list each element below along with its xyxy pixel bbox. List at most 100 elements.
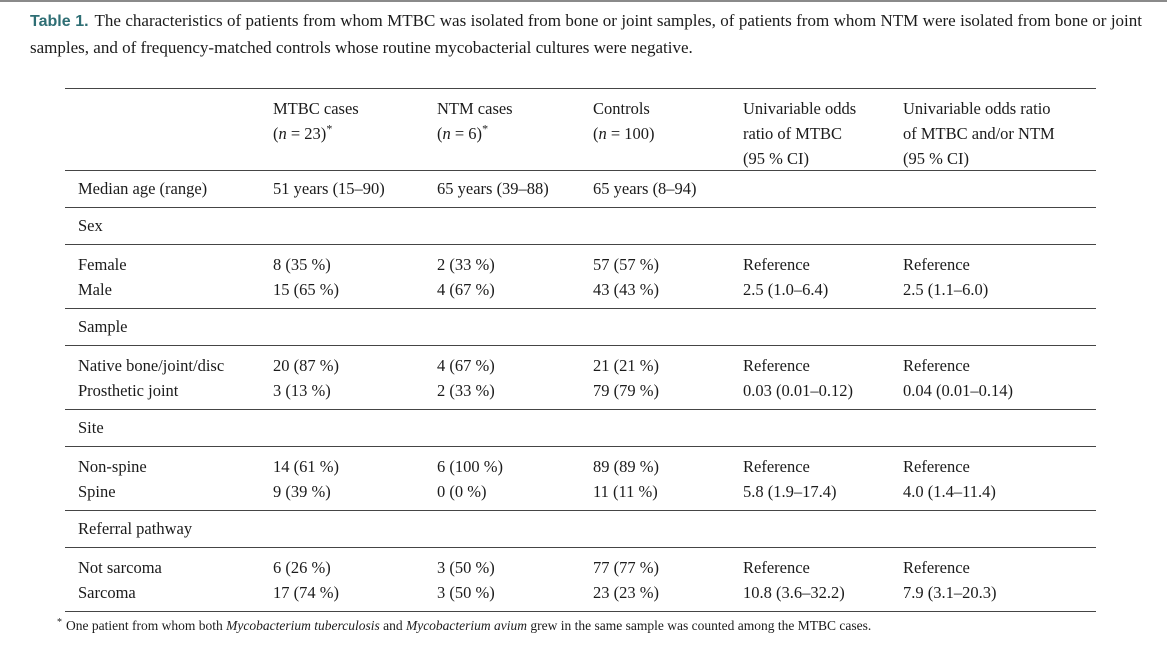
- table-cell: [743, 171, 903, 207]
- table-cell: 4 (67 %): [437, 280, 495, 299]
- header-line: MTBC cases: [273, 99, 359, 118]
- table-cell: 77 (77 %): [593, 558, 659, 577]
- row-label: Median age (range): [78, 179, 208, 198]
- header-cell-ntm-cases: NTM cases (n = 6)*: [437, 96, 593, 170]
- footnote-species-avium: Mycobacterium avium: [405, 618, 528, 633]
- table-cell-col: 14 (61 %) 9 (39 %): [273, 454, 437, 510]
- table-header-row: MTBC cases (n = 23)* NTM cases (n = 6)* …: [65, 88, 1096, 170]
- table-footnote: * One patient from whom both Mycobacteriu…: [57, 617, 1137, 635]
- table-cell-col: Reference 0.03 (0.01–0.12): [743, 353, 903, 409]
- section-title: Site: [78, 418, 104, 437]
- table-cell: 2 (33 %): [437, 255, 495, 274]
- row-label: Not sarcoma: [78, 558, 162, 577]
- table-cell: Reference: [743, 558, 810, 577]
- table-cell: 14 (61 %): [273, 457, 339, 476]
- header-line: ratio of MTBC: [743, 124, 842, 143]
- header-line: Controls: [593, 99, 650, 118]
- table-cell-col: 89 (89 %) 11 (11 %): [593, 454, 743, 510]
- table-cell-col: Reference 7.9 (3.1–20.3): [903, 555, 1096, 611]
- table-cell-col: 4 (67 %) 2 (33 %): [437, 353, 593, 409]
- table-cell: Reference: [903, 356, 970, 375]
- table-cell: Reference: [903, 457, 970, 476]
- table-cell-col: 3 (50 %) 3 (50 %): [437, 555, 593, 611]
- table-cell: Reference: [903, 255, 970, 274]
- row-labels: Not sarcoma Sarcoma: [65, 555, 273, 611]
- table-row-median-age: Median age (range) 51 years (15–90) 65 y…: [65, 170, 1096, 207]
- table-caption-label: Table 1.: [30, 13, 89, 30]
- table-cell: Reference: [743, 457, 810, 476]
- table-cell: 23 (23 %): [593, 583, 659, 602]
- footnote-text: One patient from whom both: [66, 618, 227, 633]
- table-cell-col: 2 (33 %) 4 (67 %): [437, 252, 593, 308]
- header-cell-empty: [65, 96, 273, 170]
- asterisk-marker: *: [326, 121, 333, 136]
- table-cell: 2.5 (1.0–6.4): [743, 280, 829, 299]
- table-cell: 0.03 (0.01–0.12): [743, 381, 853, 400]
- table-cell: 3 (50 %): [437, 583, 495, 602]
- table-cell-col: Reference 2.5 (1.0–6.4): [743, 252, 903, 308]
- table-cell: 0 (0 %): [437, 482, 487, 501]
- table-cell: 89 (89 %): [593, 457, 659, 476]
- header-line: Univariable odds ratio: [903, 99, 1051, 118]
- row-labels: Female Male: [65, 252, 273, 308]
- table-cell: 2 (33 %): [437, 381, 495, 400]
- section-header-sample: Sample: [65, 308, 1096, 345]
- table-cell: 65 years (8–94): [593, 179, 697, 198]
- table-cell: [903, 171, 1096, 207]
- table-cell-col: 6 (100 %) 0 (0 %): [437, 454, 593, 510]
- table-cell: 17 (74 %): [273, 583, 339, 602]
- section-title: Sample: [78, 317, 128, 336]
- table-cell-col: Reference 2.5 (1.1–6.0): [903, 252, 1096, 308]
- header-line: (n = 6)*: [437, 121, 489, 144]
- table-cell: 4.0 (1.4–11.4): [903, 482, 996, 501]
- table-cell: 15 (65 %): [273, 280, 339, 299]
- table-cell-col: Reference 0.04 (0.01–0.14): [903, 353, 1096, 409]
- row-label: Male: [78, 280, 112, 299]
- table-cell-col: Reference 4.0 (1.4–11.4): [903, 454, 1096, 510]
- table-cell: 7.9 (3.1–20.3): [903, 583, 997, 602]
- table-cell: 10.8 (3.6–32.2): [743, 583, 845, 602]
- footnote-species-tuberculosis: Mycobacterium tuberculosis: [226, 618, 380, 633]
- header-cell-odds-mtbc-ntm: Univariable odds ratio of MTBC and/or NT…: [903, 96, 1096, 170]
- table-cell: 0.04 (0.01–0.14): [903, 381, 1013, 400]
- header-line: of MTBC and/or NTM: [903, 124, 1055, 143]
- table-cell: Reference: [743, 356, 810, 375]
- header-cell-mtbc-cases: MTBC cases (n = 23)*: [273, 96, 437, 170]
- row-label: Prosthetic joint: [78, 381, 179, 400]
- table-rows-sex: Female Male 8 (35 %) 15 (65 %) 2 (33 %) …: [65, 244, 1096, 308]
- table-rows-referral-pathway: Not sarcoma Sarcoma 6 (26 %) 17 (74 %) 3…: [65, 547, 1096, 611]
- row-label: Non-spine: [78, 457, 147, 476]
- table-cell: 65 years (39–88): [437, 179, 549, 198]
- table-cell: 51 years (15–90): [273, 179, 385, 198]
- table-cell: 4 (67 %): [437, 356, 495, 375]
- table-cell: 3 (13 %): [273, 381, 331, 400]
- table-cell-col: 8 (35 %) 15 (65 %): [273, 252, 437, 308]
- section-title: Sex: [78, 216, 103, 235]
- table-caption: Table 1. The characteristics of patients …: [30, 8, 1142, 61]
- table-cell-col: 21 (21 %) 79 (79 %): [593, 353, 743, 409]
- footnote-asterisk: *: [57, 616, 62, 628]
- table-rows-sample: Native bone/joint/disc Prosthetic joint …: [65, 345, 1096, 409]
- table-cell: 43 (43 %): [593, 280, 659, 299]
- table-cell: 8 (35 %): [273, 255, 331, 274]
- row-label: Female: [78, 255, 127, 274]
- table-cell-col: 57 (57 %) 43 (43 %): [593, 252, 743, 308]
- table-cell: 20 (87 %): [273, 356, 339, 375]
- header-line: Univariable odds: [743, 99, 857, 118]
- table-cell: 9 (39 %): [273, 482, 331, 501]
- table-cell: Reference: [903, 558, 970, 577]
- header-line: (95 % CI): [903, 149, 969, 168]
- patient-characteristics-table: MTBC cases (n = 23)* NTM cases (n = 6)* …: [65, 88, 1096, 612]
- table-cell-col: 20 (87 %) 3 (13 %): [273, 353, 437, 409]
- row-labels: Native bone/joint/disc Prosthetic joint: [65, 353, 273, 409]
- table-cell: 6 (100 %): [437, 457, 503, 476]
- table-cell-col: 77 (77 %) 23 (23 %): [593, 555, 743, 611]
- footnote-text: and: [379, 618, 406, 633]
- screenshot-top-edge: [0, 0, 1167, 2]
- table-cell: 3 (50 %): [437, 558, 495, 577]
- asterisk-marker: *: [482, 121, 489, 136]
- section-title: Referral pathway: [78, 519, 193, 538]
- header-cell-controls: Controls (n = 100): [593, 96, 743, 170]
- table-cell: 11 (11 %): [593, 482, 658, 501]
- section-header-sex: Sex: [65, 207, 1096, 244]
